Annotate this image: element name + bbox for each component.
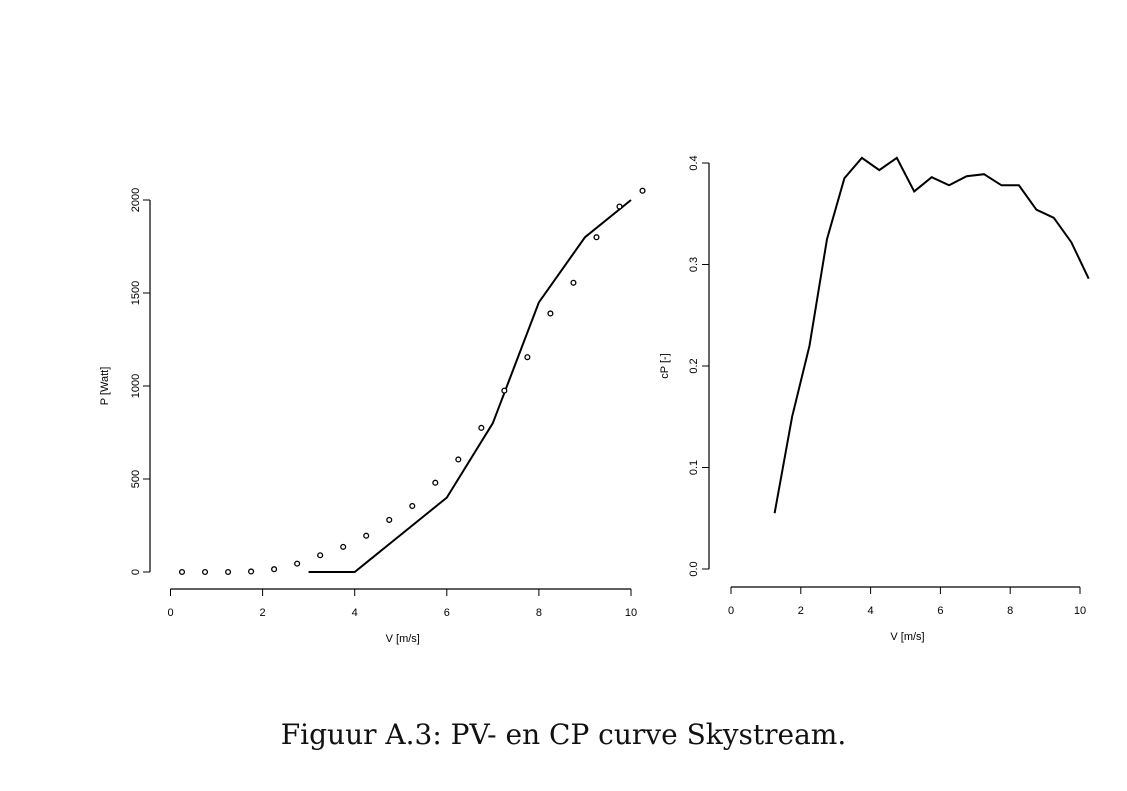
x-tick-label: 10 xyxy=(625,607,637,619)
x-tick-label: 8 xyxy=(536,607,542,619)
data-point xyxy=(409,502,416,510)
y-tick-label: 0.4 xyxy=(688,155,700,170)
y-tick-label: 0.3 xyxy=(688,257,700,272)
data-point xyxy=(363,532,370,539)
data-point xyxy=(225,568,232,576)
power-curve-line xyxy=(308,199,632,573)
data-point xyxy=(178,568,186,576)
data-point xyxy=(547,310,554,317)
data-point xyxy=(593,234,600,241)
x-tick-label: 0 xyxy=(728,605,734,617)
x-tick-label: 8 xyxy=(1007,605,1013,617)
data-point xyxy=(248,568,255,575)
data-point xyxy=(340,543,347,550)
cp-curve xyxy=(773,156,1090,514)
x-tick-label: 4 xyxy=(352,607,358,619)
data-point xyxy=(317,552,324,559)
y-tick-label: 500 xyxy=(130,470,142,488)
figure-caption: Figuur A.3: PV- en CP curve Skystream. xyxy=(280,718,847,751)
data-point xyxy=(271,566,278,573)
y-axis-title: P [Watt] xyxy=(99,367,111,406)
x-tick-label: 10 xyxy=(1074,605,1086,617)
data-point xyxy=(294,560,301,567)
cp-curve-plot: 0 2 4 6 8 10 V [m/s] 0.0 0.1 0.2 0.3 0.4 cP [-] xyxy=(659,155,1090,643)
y-tick-label: 0.2 xyxy=(688,358,700,373)
data-point xyxy=(616,203,623,210)
y-tick-label: 1500 xyxy=(130,281,142,305)
data-point xyxy=(501,387,508,394)
data-point xyxy=(455,456,462,463)
data-point xyxy=(478,424,485,431)
data-point xyxy=(432,479,439,486)
power-curve-plot: 0 2 4 6 8 10 V [m/s] 0 500 1000 1500 2000 P [Watt] xyxy=(99,187,646,645)
x-tick-label: 0 xyxy=(167,607,173,619)
y-tick-label: 1000 xyxy=(130,374,142,398)
data-point xyxy=(386,516,393,523)
y-tick-label: 0.0 xyxy=(688,561,700,576)
x-tick-label: 6 xyxy=(444,607,450,619)
y-tick-label: 0 xyxy=(130,569,142,575)
y-axis-title: cP [-] xyxy=(659,353,671,378)
x-tick-label: 6 xyxy=(937,605,943,617)
data-point xyxy=(570,279,577,286)
y-tick-label: 2000 xyxy=(130,188,142,212)
data-point xyxy=(201,568,209,576)
x-tick-label: 2 xyxy=(798,605,804,617)
data-point xyxy=(524,354,531,361)
x-tick-label: 2 xyxy=(260,607,266,619)
data-point xyxy=(639,187,646,194)
y-tick-label: 0.1 xyxy=(688,460,700,475)
x-axis-title: V [m/s] xyxy=(890,631,924,643)
x-axis-title: V [m/s] xyxy=(386,633,420,645)
x-tick-label: 4 xyxy=(868,605,874,617)
